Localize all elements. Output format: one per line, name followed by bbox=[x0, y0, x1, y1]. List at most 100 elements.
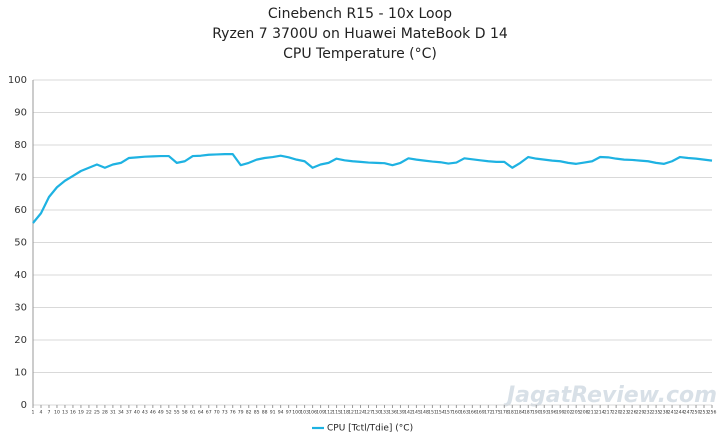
x-tick-label: 139 bbox=[396, 410, 405, 416]
x-tick-label: 184 bbox=[516, 410, 525, 416]
x-tick-label: 133 bbox=[380, 410, 389, 416]
x-tick-label: 160 bbox=[452, 410, 461, 416]
x-tick-label: 193 bbox=[540, 410, 549, 416]
x-tick-label: 121 bbox=[348, 410, 357, 416]
x-tick-label: 85 bbox=[254, 410, 260, 416]
x-tick-label: 163 bbox=[460, 410, 469, 416]
x-tick-label: 34 bbox=[118, 410, 124, 416]
x-tick-label: 196 bbox=[548, 410, 557, 416]
x-tick-label: 4 bbox=[40, 410, 43, 416]
watermark: JagatReview.com bbox=[503, 383, 717, 408]
x-tick-label: 154 bbox=[436, 410, 445, 416]
x-tick-label: 73 bbox=[222, 410, 228, 416]
x-tick-label: 91 bbox=[270, 410, 276, 416]
x-tick-label: 7 bbox=[48, 410, 51, 416]
x-tick-label: 97 bbox=[286, 410, 292, 416]
x-tick-label: 181 bbox=[508, 410, 517, 416]
x-tick-label: 226 bbox=[628, 410, 637, 416]
x-tick-label: 178 bbox=[500, 410, 509, 416]
x-tick-label: 112 bbox=[324, 410, 333, 416]
x-tick-label: 124 bbox=[356, 410, 365, 416]
x-tick-label: 19 bbox=[78, 410, 84, 416]
x-tick-label: 244 bbox=[676, 410, 685, 416]
x-tick-label: 94 bbox=[278, 410, 284, 416]
x-tick-label: 136 bbox=[388, 410, 397, 416]
x-tick-label: 109 bbox=[316, 410, 325, 416]
x-tick-label: 232 bbox=[644, 410, 653, 416]
x-tick-label: 145 bbox=[412, 410, 421, 416]
x-tick-label: 52 bbox=[166, 410, 172, 416]
x-tick-label: 166 bbox=[468, 410, 477, 416]
y-tick-label: 10 bbox=[14, 368, 27, 379]
x-tick-label: 256 bbox=[708, 410, 717, 416]
x-tick-label: 76 bbox=[230, 410, 236, 416]
x-tick-label: 223 bbox=[620, 410, 629, 416]
x-tick-label: 202 bbox=[564, 410, 573, 416]
x-tick-label: 55 bbox=[174, 410, 180, 416]
x-tick-label: 247 bbox=[684, 410, 693, 416]
x-tick-label: 16 bbox=[70, 410, 76, 416]
x-tick-label: 208 bbox=[580, 410, 589, 416]
x-tick-label: 13 bbox=[62, 410, 68, 416]
x-tick-label: 67 bbox=[206, 410, 212, 416]
x-tick-label: 40 bbox=[134, 410, 140, 416]
x-tick-label: 157 bbox=[444, 410, 453, 416]
y-tick-label: 80 bbox=[14, 140, 27, 151]
x-tick-label: 217 bbox=[604, 410, 613, 416]
x-tick-label: 1 bbox=[32, 410, 35, 416]
x-tick-label: 70 bbox=[214, 410, 220, 416]
x-tick-label: 151 bbox=[428, 410, 437, 416]
x-tick-label: 127 bbox=[364, 410, 373, 416]
x-tick-label: 61 bbox=[190, 410, 196, 416]
x-tick-label: 130 bbox=[372, 410, 381, 416]
chart-subtitle: Ryzen 7 3700U on Huawei MateBook D 14 bbox=[212, 26, 508, 42]
x-tick-label: 241 bbox=[668, 410, 677, 416]
x-tick-label: 100 bbox=[292, 410, 301, 416]
x-tick-label: 25 bbox=[94, 410, 100, 416]
x-tick-label: 169 bbox=[476, 410, 485, 416]
data-line bbox=[32, 153, 713, 224]
x-tick-label: 10 bbox=[54, 410, 60, 416]
x-tick-label: 229 bbox=[636, 410, 645, 416]
y-tick-label: 50 bbox=[14, 238, 27, 249]
x-tick-label: 220 bbox=[612, 410, 621, 416]
x-tick-label: 253 bbox=[700, 410, 709, 416]
x-tick-label: 190 bbox=[532, 410, 541, 416]
x-tick-label: 250 bbox=[692, 410, 701, 416]
x-tick-label: 46 bbox=[150, 410, 156, 416]
y-tick-label: 100 bbox=[8, 75, 27, 86]
x-tick-label: 64 bbox=[198, 410, 204, 416]
x-tick-label: 205 bbox=[572, 410, 581, 416]
y-tick-label: 30 bbox=[14, 303, 27, 314]
x-tick-label: 43 bbox=[142, 410, 148, 416]
x-tick-label: 142 bbox=[404, 410, 413, 416]
x-tick-label: 103 bbox=[300, 410, 309, 416]
x-tick-label: 82 bbox=[246, 410, 252, 416]
x-tick-label: 31 bbox=[110, 410, 116, 416]
x-tick-label: 49 bbox=[158, 410, 164, 416]
x-tick-label: 238 bbox=[660, 410, 669, 416]
legend-label: CPU [Tctl/Tdie] (°C) bbox=[327, 424, 413, 434]
x-tick-label: 79 bbox=[238, 410, 244, 416]
x-tick-label: 115 bbox=[332, 410, 341, 416]
x-tick-label: 28 bbox=[102, 410, 108, 416]
x-tick-label: 214 bbox=[596, 410, 605, 416]
x-tick-label: 118 bbox=[340, 410, 349, 416]
x-tick-label: 235 bbox=[652, 410, 661, 416]
y-tick-label: 0 bbox=[21, 400, 27, 411]
x-tick-label: 187 bbox=[524, 410, 533, 416]
chart-title: Cinebench R15 - 10x Loop bbox=[268, 6, 452, 22]
y-tick-label: 60 bbox=[14, 205, 27, 216]
x-tick-label: 37 bbox=[126, 410, 132, 416]
x-tick-label: 148 bbox=[420, 410, 429, 416]
x-tick-label: 199 bbox=[556, 410, 565, 416]
x-tick-label: 175 bbox=[492, 410, 501, 416]
x-tick-label: 106 bbox=[308, 410, 317, 416]
x-tick-label: 88 bbox=[262, 410, 268, 416]
y-tick-label: 40 bbox=[14, 270, 27, 281]
x-tick-label: 22 bbox=[86, 410, 92, 416]
y-tick-label: 20 bbox=[14, 335, 27, 346]
x-tick-label: 58 bbox=[182, 410, 188, 416]
x-tick-label: 211 bbox=[588, 410, 597, 416]
